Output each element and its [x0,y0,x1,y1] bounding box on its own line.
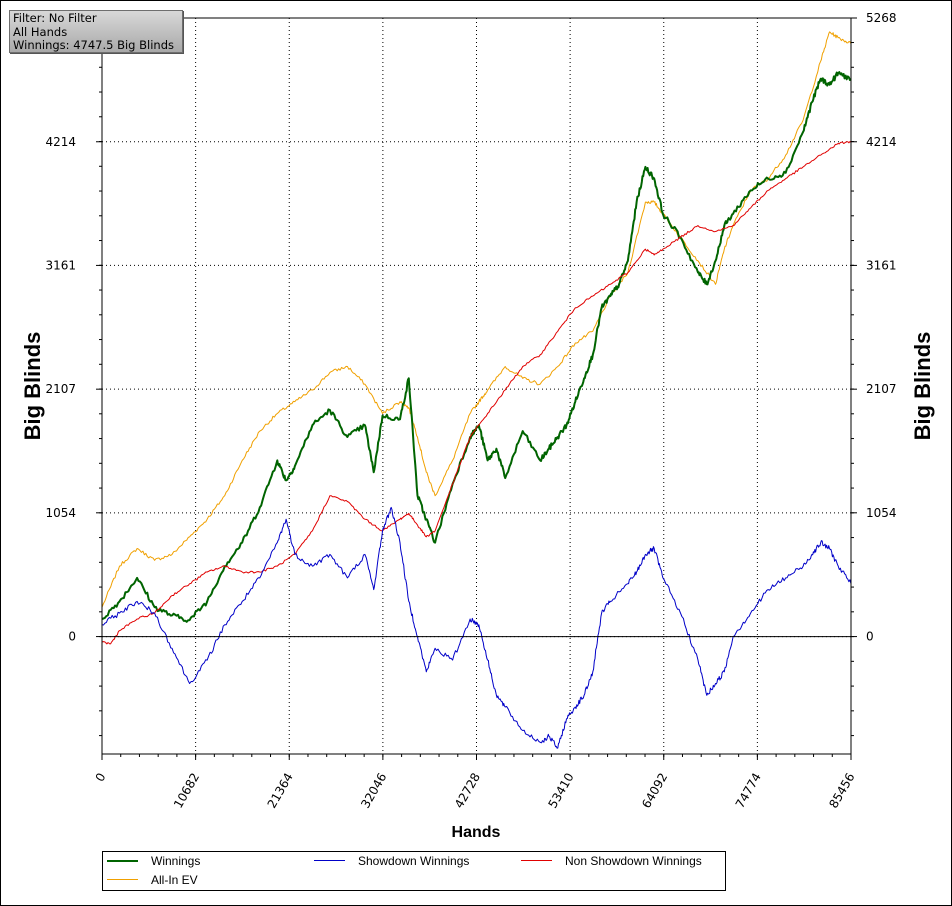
x-tick-label: 21364 [265,771,296,811]
grid [102,17,851,754]
y-axis-title-right: Big Blinds [910,332,935,441]
y-tick-label-left: 2107 [45,382,76,396]
y-tick-label-right: 3161 [866,258,897,272]
legend-swatch [107,879,138,880]
legend-swatch [107,860,138,862]
filter-text: Filter: No Filter [13,11,97,25]
y-tick-label-left: 0 [68,630,76,644]
winnings-text: Winnings: 4747.5 Big Blinds [13,38,174,52]
series-line-all-in-ev [101,31,852,608]
y-tick-label-right: 0 [866,630,874,644]
series-line-showdown-winnings [101,506,852,749]
x-axis-title: Hands [452,824,501,841]
x-tick-label: 10682 [171,771,202,811]
hands-text: All Hands [13,24,68,39]
legend-swatch [521,860,552,861]
legend-swatch [314,860,345,861]
y-tick-label-right: 4214 [866,135,897,149]
legend-label: Showdown Winnings [358,854,470,868]
y-tick-label-left: 4214 [45,135,76,149]
x-tick-label: 0 [93,771,109,785]
y-tick-label-right: 5268 [866,11,897,25]
legend-label: Non Showdown Winnings [565,854,702,868]
y-tick-label-left: 1054 [45,506,76,520]
series-line-non-showdown-winnings [101,141,852,645]
series-lines [101,31,852,749]
x-tick-label: 53410 [546,771,577,811]
legend: Winnings Showdown Winnings Non Showdown Wi… [102,851,726,891]
plot-area-frame [101,17,852,755]
x-tick-label: 42728 [452,771,483,811]
series-line-winnings [101,71,852,623]
y-axis-title-left: Big Blinds [20,332,45,441]
legend-label: All-In EV [151,873,198,887]
x-tick-label: 85456 [826,771,857,811]
x-tick-label: 32046 [358,771,389,811]
y-tick-label-left: 3161 [45,258,76,272]
x-tick-label: 64092 [639,771,670,811]
filter-info-box: Filter: No Filter All Hands Winnings: 47… [9,10,183,53]
y-tick-label-right: 1054 [866,506,897,520]
y-tick-label-right: 2107 [866,382,897,396]
x-tick-label: 74774 [733,771,764,811]
legend-label: Winnings [151,854,201,868]
